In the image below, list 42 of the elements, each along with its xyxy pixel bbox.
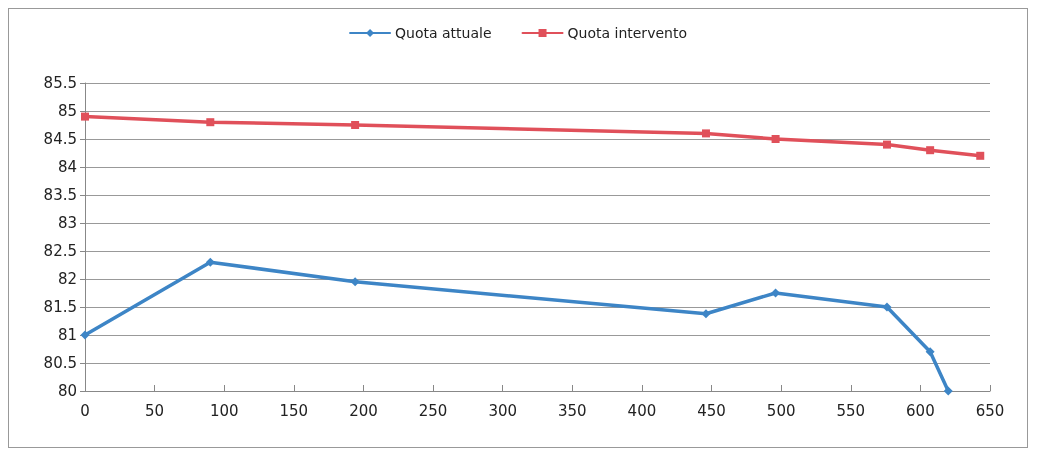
point [926,146,935,155]
y-tick-label: 82.5 [43,242,77,260]
x-tick-label: 400 [627,401,657,420]
point [882,302,892,312]
point [925,347,935,357]
x-tick-label: 350 [557,401,587,420]
point [81,112,89,121]
x-tick-label: 650 [975,401,1005,420]
x-tick-label: 150 [279,401,309,420]
point [771,135,780,143]
y-tick-label: 84.5 [43,130,77,148]
y-tick-label: 85.5 [43,74,77,92]
point [882,140,891,149]
x-tick-label: 600 [906,401,935,420]
y-tick-label: 83.5 [43,186,77,204]
x-tick-label: 500 [766,401,796,420]
x-tick-label: 0 [80,401,90,420]
point [943,386,953,396]
legend-label: Quota attuale [395,25,492,41]
y-tick-label: 84 [57,158,77,176]
x-tick-label: 250 [418,401,448,420]
x-tick-label: 100 [209,401,239,420]
point [701,129,710,138]
y-tick-label: 80 [57,382,77,400]
y-tick-label: 81 [57,326,77,344]
x-tick-label: 50 [145,401,165,420]
point [205,257,215,267]
y-tick-label: 83 [57,214,77,232]
point [976,151,985,160]
point [351,121,360,129]
legend-label: Quota intervento [567,25,687,41]
y-tick-label: 81.5 [43,298,77,316]
x-tick-label: 200 [349,401,378,420]
point [701,309,711,319]
x-tick-label: 450 [697,401,726,420]
point [206,118,215,127]
point [80,330,90,340]
x-tick-label: 300 [488,401,518,420]
y-tick-label: 80.5 [43,354,77,372]
x-tick-label: 550 [836,401,866,420]
y-tick-label: 82 [57,270,77,288]
y-tick-label: 85 [57,102,77,120]
